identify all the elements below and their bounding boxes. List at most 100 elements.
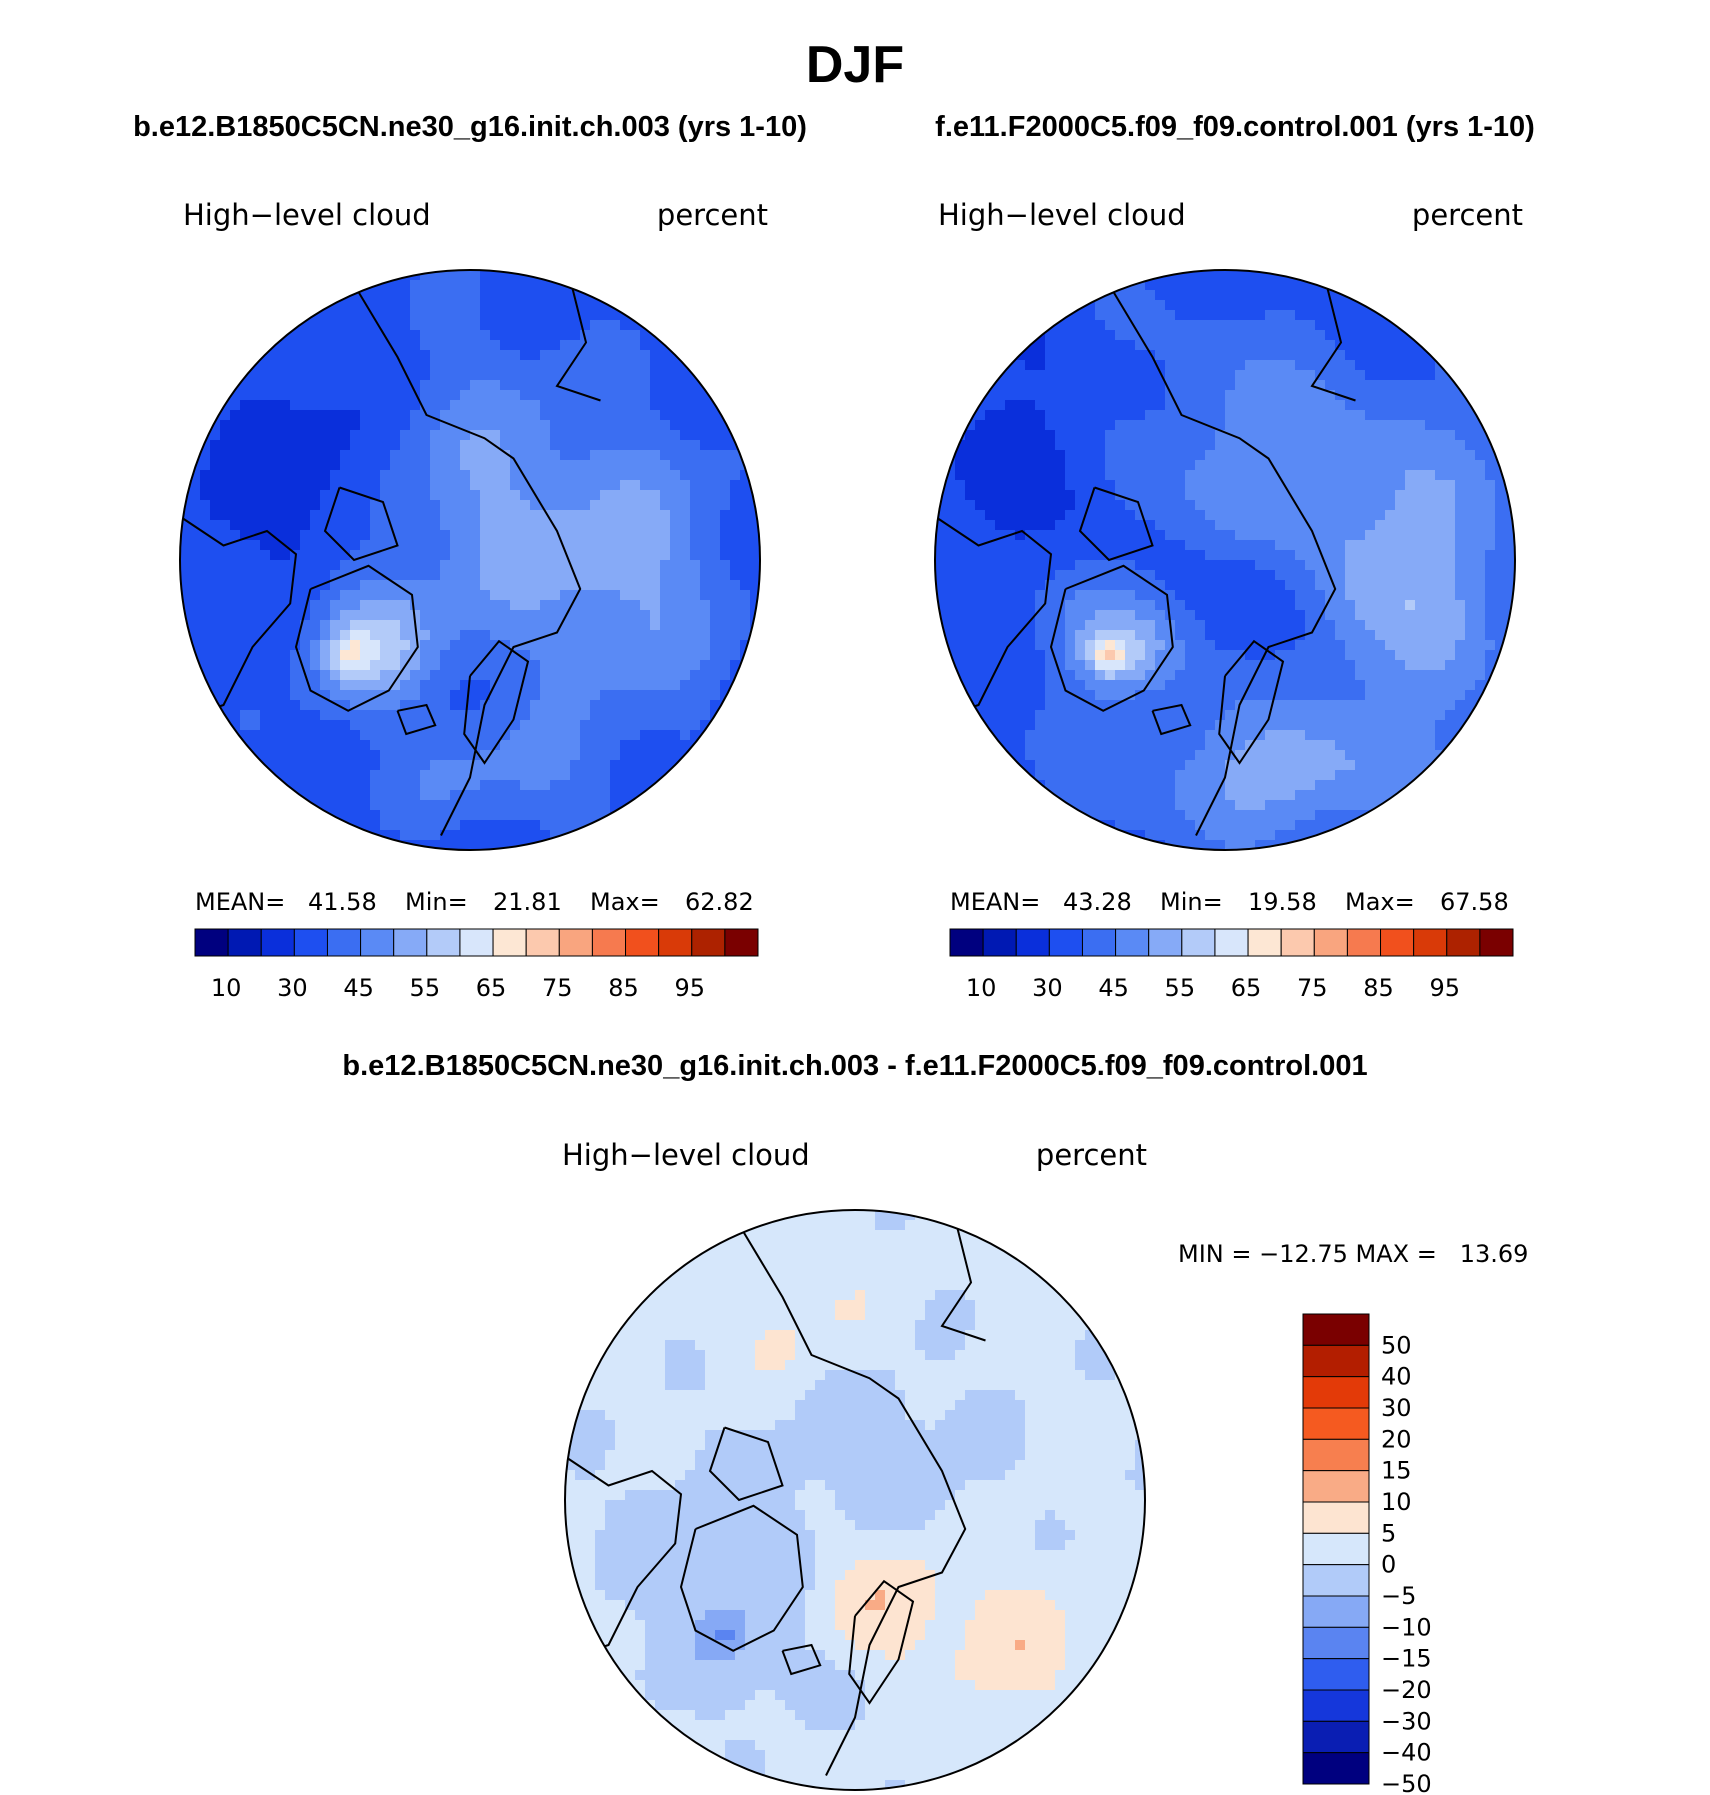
panel-b-map-cell — [1175, 400, 1186, 411]
panel-b-map-cell — [1195, 650, 1206, 661]
panel-a-map-cell — [690, 410, 701, 421]
panel-a-map-cell — [560, 430, 571, 441]
panel-a-map-cell — [480, 390, 491, 401]
panel-a-map-cell — [350, 410, 361, 421]
panel-b-map-cell — [1095, 440, 1106, 451]
panel-a-map-cell — [440, 460, 451, 471]
panel-a-map-cell — [530, 290, 541, 301]
panel-a-map-cell — [540, 680, 551, 691]
panel-a-map-cell — [480, 780, 491, 791]
panel-a-colorbar-box — [492, 928, 527, 957]
panel-b-map-cell — [1335, 420, 1346, 431]
panel-a-map-cell — [450, 390, 461, 401]
panel-a-map-cell — [450, 660, 461, 671]
panel-a-map-cell — [630, 680, 641, 691]
panel-a-map-cell — [590, 720, 601, 731]
panel-a-map-cell — [330, 490, 341, 501]
panel-a-map-cell — [500, 500, 511, 511]
panel-a-map-cell — [620, 680, 631, 691]
panel-b-map-cell — [1035, 340, 1046, 351]
panel-b-map-cell — [1105, 370, 1116, 381]
panel-b-map-cell — [995, 560, 1006, 571]
panel-b-map-cell — [1175, 570, 1186, 581]
panel-b-map-cell — [1145, 570, 1156, 581]
panel-a-map-cell — [470, 820, 481, 831]
panel-a-map-cell — [540, 470, 551, 481]
panel-a-map-cell — [450, 530, 461, 541]
panel-a-map-cell — [180, 550, 191, 561]
panel-b-map-cell — [1445, 400, 1456, 411]
panel-a-map-cell — [350, 800, 361, 811]
panel-b-map-cell — [1455, 630, 1466, 641]
panel-a-map-cell — [630, 440, 641, 451]
panel-b-map-cell — [1365, 450, 1376, 461]
panel-a-map-cell — [410, 590, 421, 601]
panel-b-map-cell — [1255, 300, 1266, 311]
panel-b-map-cell — [1105, 300, 1116, 311]
panel-b-map-cell — [1125, 400, 1136, 411]
panel-a-map-cell — [380, 440, 391, 451]
panel-a-map-cell — [600, 800, 611, 811]
panel-a-map-cell — [470, 380, 481, 391]
panel-a-map-cell — [660, 570, 671, 581]
panel-b-map-cell — [1315, 360, 1326, 371]
panel-a-map-cell — [330, 820, 341, 831]
panel-b-map-cell — [1065, 470, 1076, 481]
panel-a-map-cell — [400, 770, 411, 781]
panel-b-map-cell — [1495, 440, 1506, 451]
panel-b-map-cell — [945, 520, 956, 531]
panel-b-map-cell — [1445, 630, 1456, 641]
panel-a-map-cell — [400, 280, 411, 291]
panel-a-map-cell — [710, 590, 721, 601]
panel-b-map-cell — [1295, 470, 1306, 481]
panel-b-map-cell — [1295, 480, 1306, 491]
panel-b-map-cell — [975, 670, 986, 681]
panel-a-map-cell — [570, 350, 581, 361]
panel-b-map-cell — [1115, 520, 1126, 531]
panel-b-map-cell — [1015, 400, 1026, 411]
panel-a-map-cell — [700, 670, 711, 681]
panel-b-map-cell — [1195, 620, 1206, 631]
panel-b-map-cell — [1225, 630, 1236, 641]
panel-a-map-cell — [380, 490, 391, 501]
panel-b-map-cell — [1095, 500, 1106, 511]
panel-b-map-cell — [1015, 660, 1026, 671]
panel-a-map-cell — [350, 620, 361, 631]
panel-b-map-cell — [1015, 510, 1026, 521]
panel-b-map-cell — [1475, 540, 1486, 551]
panel-b-map-cell — [1025, 350, 1036, 361]
panel-a-map-cell — [400, 830, 411, 841]
panel-b-map-cell — [1435, 370, 1446, 381]
panel-a-map-cell — [200, 460, 211, 471]
panel-a-map-cell — [510, 400, 521, 411]
panel-b-map-cell — [1165, 600, 1176, 611]
panel-a-map-cell — [500, 310, 511, 321]
panel-b-map-cell — [1135, 360, 1146, 371]
panel-a-map-cell — [330, 700, 341, 711]
panel-a-map-cell — [280, 380, 291, 391]
panel-b-map-cell — [1305, 410, 1316, 421]
panel-a-map-cell — [680, 490, 691, 501]
panel-a-map-cell — [300, 660, 311, 671]
panel-b-map-cell — [1455, 400, 1466, 411]
panel-b-map-cell — [1245, 350, 1256, 361]
panel-b-map-cell — [1435, 410, 1446, 421]
panel-b-map-cell — [1295, 630, 1306, 641]
panel-b-map-cell — [1315, 410, 1326, 421]
panel-a-map-cell — [500, 280, 511, 291]
panel-b-map-cell — [1095, 380, 1106, 391]
panel-a-map-cell — [220, 630, 231, 641]
panel-a-map-cell — [420, 580, 431, 591]
panel-a-map-cell — [210, 480, 221, 491]
panel-b-map-cell — [1475, 670, 1486, 681]
panel-a-map-cell — [430, 510, 441, 521]
panel-a-map-cell — [690, 700, 701, 711]
panel-a-map-cell — [340, 660, 351, 671]
panel-a-map-cell — [720, 670, 731, 681]
panel-a-map-cell — [400, 400, 411, 411]
panel-b-map-cell — [1285, 600, 1296, 611]
panel-b-map-cell — [1265, 620, 1276, 631]
panel-b-map-cell — [1195, 370, 1206, 381]
figure-title: DJF — [806, 36, 904, 94]
panel-a-map-cell — [660, 500, 671, 511]
